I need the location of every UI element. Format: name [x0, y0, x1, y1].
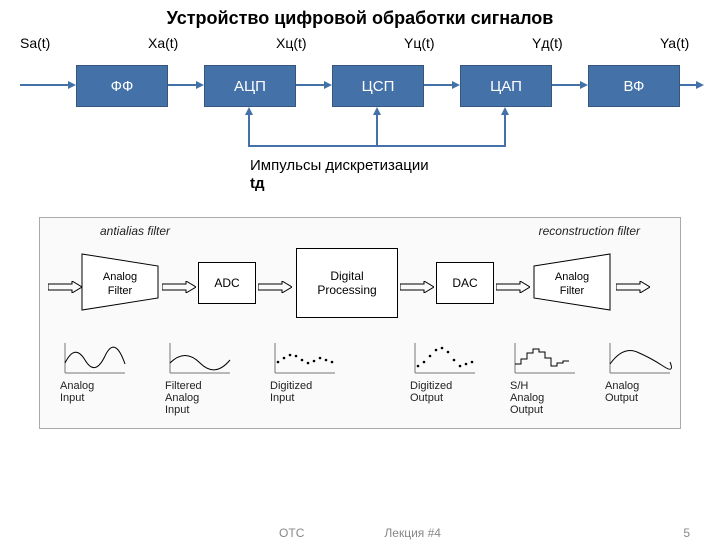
sample-line [504, 115, 506, 145]
arrow-up-icon [373, 107, 381, 115]
signal-label: Yд(t) [532, 35, 563, 51]
wave-analog-input [60, 338, 130, 378]
trap-text: Analog [103, 271, 137, 283]
sample-line [248, 115, 250, 145]
sample-line [376, 115, 378, 145]
arrow-line [552, 84, 582, 86]
block-dac: ЦАП [460, 65, 552, 107]
sig-digitized-input: Digitized Input [270, 380, 312, 404]
sig-digitized-output: Digitized Output [410, 380, 452, 404]
footer-center: Лекция #4 [384, 526, 441, 540]
svg-text:Filter: Filter [560, 285, 585, 297]
arrow-head-icon [580, 81, 588, 89]
footer-left: ОТС [279, 526, 304, 540]
dac-block: DAC [436, 262, 494, 304]
double-arrow-icon [616, 281, 650, 293]
reconstruction-label: reconstruction filter [539, 224, 640, 238]
double-arrow-icon [258, 281, 292, 293]
adc-block: ADC [198, 262, 256, 304]
arrow-head-icon [68, 81, 76, 89]
double-arrow-icon [48, 281, 82, 293]
arrow-up-icon [245, 107, 253, 115]
arrow-up-icon [501, 107, 509, 115]
arrow-head-icon [696, 81, 704, 89]
sig-analog-output: Analog Output [605, 380, 639, 404]
trap-text: Filter [108, 285, 133, 297]
sig-sh-output: S/H Analog Output [510, 380, 544, 416]
arrow-head-icon [452, 81, 460, 89]
double-arrow-icon [496, 281, 530, 293]
block-adc: АЦП [204, 65, 296, 107]
arrow-head-icon [196, 81, 204, 89]
double-arrow-icon [162, 281, 196, 293]
footer: ОТС Лекция #4 [0, 526, 720, 540]
top-diagram: Sa(t) Xa(t) Xц(t) Yц(t) Yд(t) Ya(t) ФФ А… [20, 35, 700, 205]
dsp-block: Digital Processing [296, 248, 398, 318]
signal-label: Sa(t) [20, 35, 50, 51]
wave-digitized-output [410, 338, 480, 378]
sample-line [248, 145, 506, 147]
wave-digitized-input [270, 338, 340, 378]
block-ff: ФФ [76, 65, 168, 107]
block-dsp: ЦСП [332, 65, 424, 107]
arrow-line [168, 84, 198, 86]
block-vf: ВФ [588, 65, 680, 107]
antialias-label: antialias filter [100, 224, 170, 238]
sig-filtered-input: Filtered Analog Input [165, 380, 202, 416]
arrow-line [296, 84, 326, 86]
signal-label: Ya(t) [660, 35, 689, 51]
signal-label: Yц(t) [404, 35, 435, 51]
arrow-head-icon [324, 81, 332, 89]
wave-sh-output [510, 338, 580, 378]
analog-filter-left: Analog Filter [80, 252, 160, 312]
lower-panel: antialias filter reconstruction filter A… [39, 217, 681, 429]
wave-filtered-input [165, 338, 235, 378]
signal-label: Xa(t) [148, 35, 178, 51]
wave-analog-output [605, 338, 675, 378]
double-arrow-icon [400, 281, 434, 293]
arrow-line [20, 84, 70, 86]
analog-filter-right: Analog Filter [532, 252, 612, 312]
signal-label: Xц(t) [276, 35, 307, 51]
arrow-line [424, 84, 454, 86]
page-title: Устройство цифровой обработки сигналов [0, 8, 720, 29]
sig-analog-input: Analog Input [60, 380, 94, 404]
svg-text:Analog: Analog [555, 271, 589, 283]
page-number: 5 [683, 526, 690, 540]
impulse-label-td: tд [250, 175, 265, 192]
impulse-label: Импульсы дискретизации [250, 157, 429, 174]
